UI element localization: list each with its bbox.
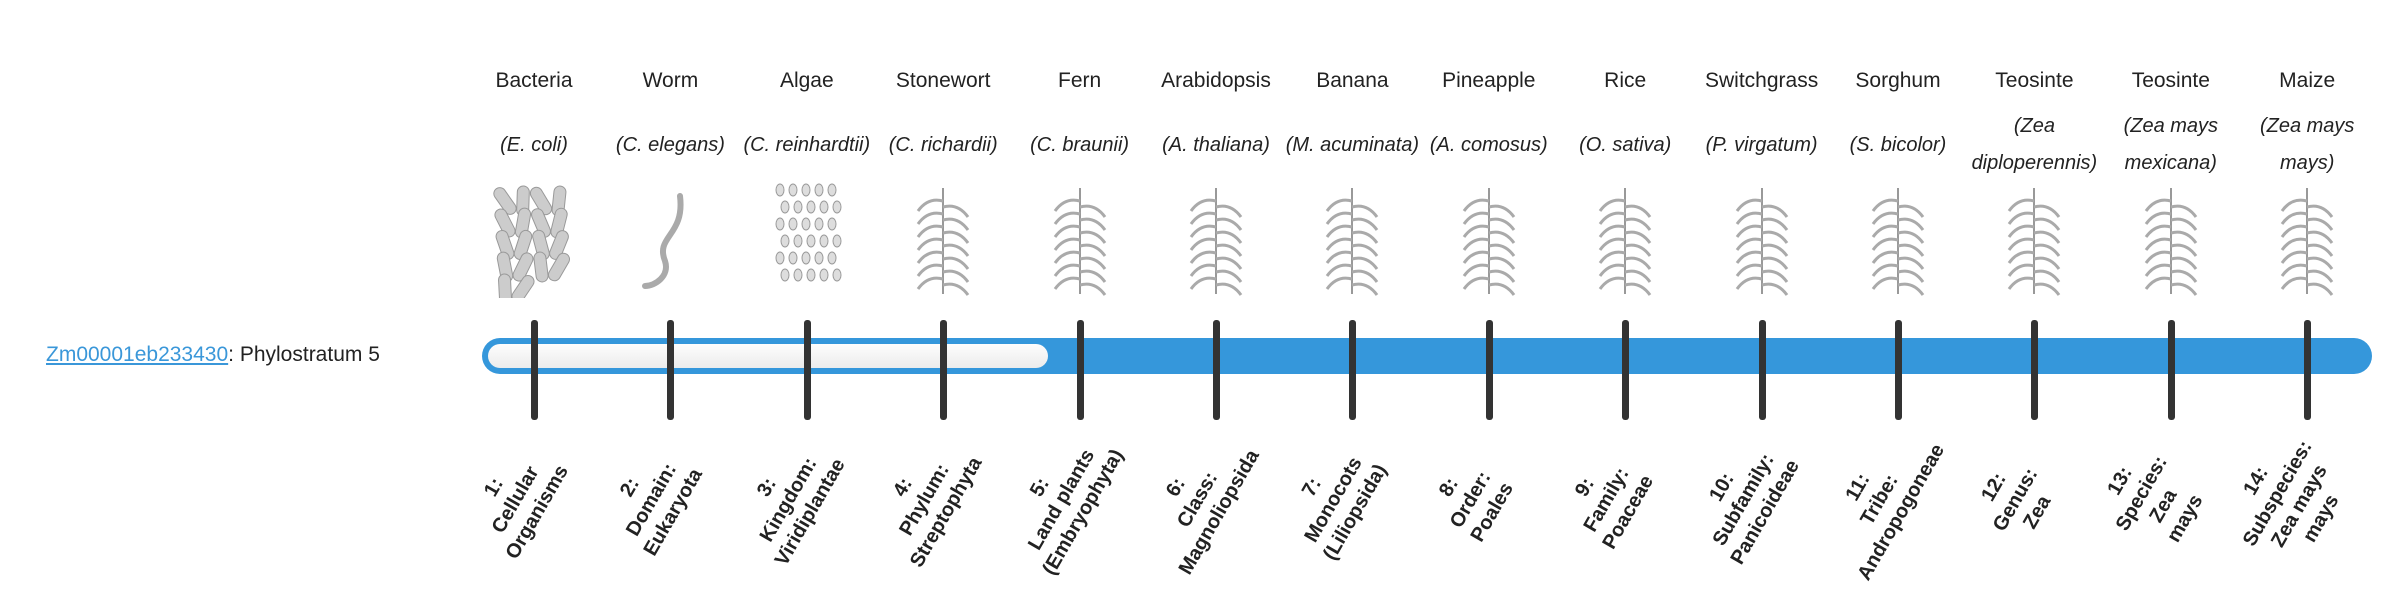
banana-icon [1282,176,1422,298]
stratum-label: 9: Family: Poaceae [1571,463,1659,553]
stratum-label: 14: Subspecies: Zea mays mays [2238,436,2344,551]
organism-common-name: Rice [1604,69,1647,92]
species-text: (S. bicolor) [1849,133,1947,156]
stratum-label: 13: Species: Zea mays [2103,452,2208,547]
stratum-tick [803,320,811,420]
species-text: (C. braunii) [1030,133,1130,156]
rice-icon [1555,176,1695,298]
organism-common-name: Fern [1058,69,1102,92]
teosinte-icon [1964,176,2104,298]
stratum-tick [1485,320,1493,420]
stratum-tick [1895,320,1902,420]
organism-common-name: Worm [642,69,699,92]
organism-species-name: (C. braunii) [1010,105,1150,185]
stratum-label: 12: Genus: Zea [1977,464,2056,536]
stratum-label: 2: Domain: Eukaryota [616,459,708,560]
stratum-label: 11: Tribe: Andropogoneae [1841,440,1950,585]
stratum-tick [1349,320,1357,420]
organism-common-name: Stonewort [895,69,991,92]
organism-species-name: (P. virgatum) [1692,105,1832,185]
organism-species-name: (E. coli) [464,105,604,185]
organism-species-name: (A. thaliana) [1146,105,1286,185]
pineapple-icon [1419,176,1559,298]
organism-common-name: Bacteria [495,69,573,92]
species-text: (Zea mays mexicana) [2123,115,2219,174]
organism-species-name: (C. elegans) [600,105,740,185]
species-text: (M. acuminata) [1285,133,1420,156]
stratum-label: 10: Subfamily: Panicoideae [1704,449,1804,569]
stratum-label: 4: Phylum: Streptophyta [889,453,987,572]
stratum-tick [2304,320,2312,420]
organism-species-name: (M. acuminata) [1282,105,1422,185]
organism-common-name: Algae [779,69,834,92]
species-text: (P. virgatum) [1705,133,1818,156]
organism-common-name: Banana [1316,69,1389,92]
bacteria-icon [464,176,604,305]
arabidopsis-icon [1146,176,1286,298]
stratum-label: 6: Class: Magnoliopsida [1161,446,1264,579]
organism-common-name: Sorghum [1855,69,1941,92]
species-text: (A. comosus) [1429,133,1548,156]
organism-common-name: Arabidopsis [1161,69,1271,92]
organism-common-name: Switchgrass [1704,69,1819,92]
organism-species-name: (S. bicolor) [1828,105,1968,185]
species-text: (O. sativa) [1579,133,1672,156]
species-text: (Zea mays mays) [2259,115,2355,174]
stratum-tick [2167,320,2175,420]
gene-link[interactable]: Zm00001eb233430 [46,343,229,366]
species-text: (A. thaliana) [1162,133,1270,156]
stratum-label: 5: Land plants (Embryophyta) [1023,445,1128,579]
stratum-tick [1076,320,1084,420]
phylostratum-text: : Phylostratum 5 [228,343,380,366]
organism-species-name: (Zea mays mexicana) [2101,105,2241,185]
organism-common-name: Pineapple [1442,69,1536,92]
stratum-tick [1758,320,1766,420]
stratum-tick [1213,320,1220,420]
organism-common-name: Teosinte [1995,69,2074,92]
organism-species-name: (C. reinhardtii) [737,105,877,185]
stratum-tick [1622,320,1630,420]
worm-icon [600,176,740,298]
gene-label: Zm00001eb233430: Phylostratum 5 [46,340,380,370]
species-text: (E. coli) [500,133,568,156]
species-text: (Zea diploperennis) [1971,115,2098,174]
teosinte-icon [2101,176,2241,298]
stratum-tick [531,320,538,420]
species-text: (C. elegans) [615,133,725,156]
switchgrass-icon [1692,176,1832,298]
organism-species-name: (Zea diploperennis) [1964,105,2104,185]
stratum-tick [667,320,675,420]
stratum-label: 3: Kingdom: Viridiplantae [752,453,850,570]
stratum-tick [2031,320,2039,420]
organism-common-name: Maize [2279,69,2336,92]
stratum-tick [940,320,948,420]
sorghum-icon [1828,176,1968,298]
stratum-label: 1: Cellular Organisms [479,461,573,563]
organism-species-name: (A. comosus) [1419,105,1559,185]
organism-species-name: (O. sativa) [1555,105,1695,185]
species-text: (C. richardii) [888,133,998,156]
bar-unfilled-segment [488,344,1048,368]
species-text: (C. reinhardtii) [743,133,871,156]
fern-icon [1010,176,1150,298]
organism-species-name: (Zea mays mays) [2237,105,2377,185]
algae-icon [737,176,877,298]
phylostratum-bar [482,338,2372,374]
stratum-label: 8: Order: Poales [1434,467,1518,546]
maize-icon [2237,176,2377,298]
organism-common-name: Teosinte [2131,69,2210,92]
organism-species-name: (C. richardii) [873,105,1013,185]
stratum-label: 7: Monocots (Liliopsida) [1298,453,1392,564]
stonewort-icon [873,176,1013,298]
